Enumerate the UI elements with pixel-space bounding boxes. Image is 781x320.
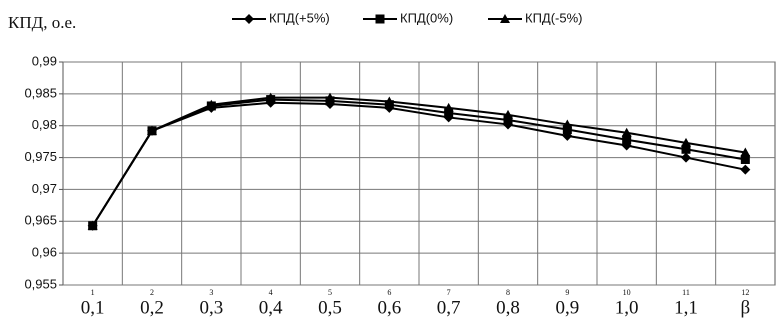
data-point: [740, 147, 751, 157]
data-point: [622, 135, 632, 145]
legend-marker: [500, 14, 510, 23]
x-tick-label: 0,7: [437, 297, 461, 318]
x-index-label: 8: [506, 288, 510, 297]
data-point: [503, 109, 513, 119]
data-point: [147, 125, 157, 135]
x-index-label: 3: [209, 288, 213, 297]
data-point: [206, 99, 217, 109]
legend-label: КПД(0%): [400, 10, 453, 25]
x-index-label: 12: [741, 288, 749, 297]
x-index-label: 4: [269, 288, 273, 297]
y-tick-label: 0,985: [24, 85, 57, 100]
x-index-label: 9: [565, 288, 569, 297]
y-tick-label: 0,955: [24, 276, 57, 291]
x-tick-label: 0,8: [496, 297, 520, 318]
data-point: [265, 92, 276, 102]
y-tick-label: 0,965: [24, 213, 57, 228]
x-tick-label: 0,1: [81, 297, 105, 318]
y-tick-label: 0,97: [32, 181, 57, 196]
x-index-label: 6: [387, 288, 391, 297]
data-point: [562, 119, 573, 129]
x-tick-label: 0,4: [259, 297, 283, 318]
data-point: [740, 154, 750, 164]
x-tick-label: 0,3: [199, 297, 223, 318]
y-tick-label: 0,98: [32, 117, 57, 132]
x-tick-label: 0,6: [377, 297, 401, 318]
x-index-label: 11: [682, 288, 690, 297]
y-tick-label: 0,96: [32, 245, 57, 260]
series-line: [91, 96, 746, 227]
data-point: [562, 125, 572, 135]
legend-label: КПД(+5%): [269, 10, 330, 25]
x-tick-label: 0,2: [140, 297, 164, 318]
data-point: [681, 137, 691, 147]
data-point: [621, 127, 632, 137]
data-point: [681, 144, 691, 154]
x-index-label: 5: [328, 288, 332, 297]
x-index-label: 10: [623, 288, 631, 297]
x-tick-label: 0,5: [318, 297, 342, 318]
y-axis-label: КПД, о.е.: [8, 13, 76, 32]
data-point: [681, 152, 691, 163]
y-tick-label: 0,99: [32, 53, 57, 68]
data-point: [740, 164, 751, 175]
legend-label: КПД(-5%): [525, 10, 583, 25]
x-index-label: 2: [150, 288, 154, 297]
data-point: [503, 115, 513, 125]
data-point: [325, 92, 335, 102]
x-tick-label: 1,0: [615, 297, 639, 318]
data-point: [444, 108, 454, 118]
data-point: [87, 220, 98, 230]
y-tick-label: 0,975: [24, 149, 57, 164]
x-index-label: 1: [91, 288, 95, 297]
data-point: [384, 96, 395, 106]
legend-marker: [244, 14, 254, 24]
x-index-label: 7: [447, 288, 451, 297]
series-line: [91, 101, 746, 227]
x-tick-label: 1,1: [674, 297, 698, 318]
x-tick-label: β: [740, 297, 750, 318]
legend-marker: [375, 14, 385, 24]
x-tick-label: 0,9: [555, 297, 579, 318]
data-point: [443, 102, 454, 112]
